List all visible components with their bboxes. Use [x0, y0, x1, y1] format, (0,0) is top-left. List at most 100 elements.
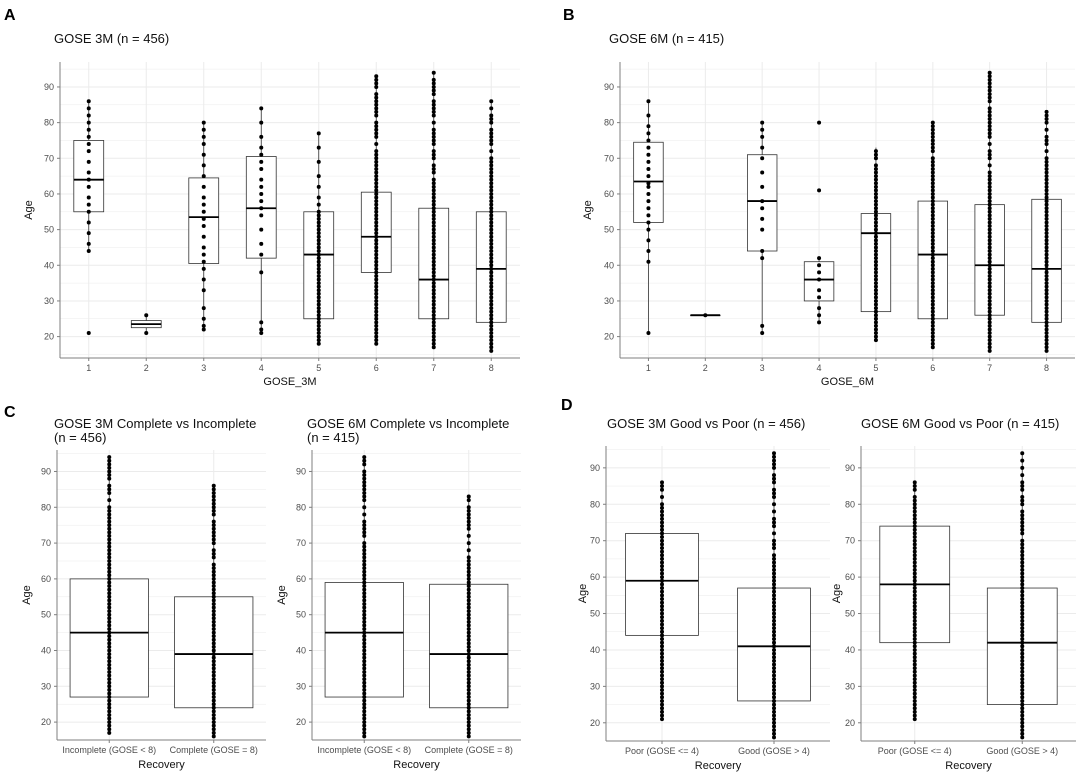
data-point [660, 589, 664, 594]
data-point [660, 564, 664, 569]
y-tick-label: 70 [604, 153, 614, 163]
data-point [1044, 113, 1049, 118]
y-tick-label: 80 [44, 118, 54, 128]
data-point [466, 601, 471, 606]
data-point [873, 263, 878, 268]
data-point [1020, 571, 1025, 576]
data-point [374, 270, 379, 275]
data-point [362, 587, 367, 592]
data-point [987, 156, 992, 161]
data-point [930, 313, 935, 318]
data-point [431, 127, 436, 132]
data-point [466, 569, 471, 574]
data-point [930, 284, 935, 289]
data-point [817, 313, 822, 318]
data-point [211, 623, 216, 628]
data-point [1044, 117, 1049, 122]
data-point [431, 241, 436, 246]
data-point [489, 216, 494, 221]
data-point [431, 199, 436, 204]
data-point [930, 127, 935, 132]
data-point [873, 199, 878, 204]
data-point [362, 598, 367, 603]
data-point [316, 195, 321, 200]
data-point [772, 502, 776, 507]
data-point [211, 669, 216, 674]
data-point [374, 273, 379, 278]
data-point [362, 695, 367, 700]
data-point [107, 695, 112, 700]
data-point [362, 698, 367, 703]
data-point [873, 220, 878, 225]
data-point [362, 727, 367, 732]
data-point [107, 666, 112, 671]
data-point [374, 320, 379, 325]
data-point [912, 709, 917, 714]
data-point [912, 666, 917, 671]
panel-letter-a: A [4, 7, 16, 24]
data-point [107, 458, 112, 463]
data-point [1020, 509, 1025, 514]
data-point [86, 142, 91, 147]
data-point [374, 74, 379, 79]
data-point [1020, 669, 1025, 674]
data-point [362, 512, 367, 517]
data-point [646, 124, 651, 129]
data-point [987, 259, 992, 264]
data-point [107, 627, 112, 632]
data-point [873, 174, 878, 179]
data-point [912, 571, 917, 576]
data-point [873, 334, 878, 339]
data-point [316, 263, 321, 268]
data-point [660, 647, 664, 652]
data-point [987, 220, 992, 225]
data-point [772, 538, 776, 543]
data-point [211, 519, 216, 524]
data-point [86, 127, 91, 132]
data-point [431, 81, 436, 86]
data-point [760, 206, 765, 211]
data-point [316, 256, 321, 261]
data-point [362, 548, 367, 553]
data-point [362, 655, 367, 660]
y-tick-label: 60 [604, 189, 614, 199]
data-point [431, 345, 436, 350]
data-point [259, 270, 264, 275]
data-point [316, 313, 321, 318]
data-point [362, 483, 367, 488]
data-point [873, 277, 878, 282]
data-point [987, 99, 992, 104]
data-point [466, 734, 471, 739]
data-point [374, 209, 379, 214]
data-point [374, 249, 379, 254]
data-point [1020, 553, 1025, 558]
data-point [912, 629, 917, 634]
data-point [873, 241, 878, 246]
data-point [211, 576, 216, 581]
data-point [86, 149, 91, 154]
data-point [107, 641, 112, 646]
data-point [362, 505, 367, 510]
data-point [316, 220, 321, 225]
data-point [86, 99, 91, 104]
data-point [374, 284, 379, 289]
data-point [772, 531, 776, 536]
data-point [489, 231, 494, 236]
data-point [201, 327, 206, 332]
data-point [772, 575, 776, 580]
x-axis-label: GOSE_3M [263, 376, 316, 388]
x-tick-label: 8 [489, 363, 494, 373]
data-point [660, 516, 664, 521]
data-point [873, 213, 878, 218]
data-point [912, 524, 917, 529]
data-point [912, 516, 917, 521]
data-point [362, 716, 367, 721]
data-point [1020, 633, 1025, 638]
data-point [1020, 622, 1025, 627]
data-point [873, 291, 878, 296]
data-point [873, 245, 878, 250]
data-point [374, 149, 379, 154]
data-point [1020, 520, 1025, 525]
data-point [374, 252, 379, 257]
data-point [1020, 626, 1025, 631]
